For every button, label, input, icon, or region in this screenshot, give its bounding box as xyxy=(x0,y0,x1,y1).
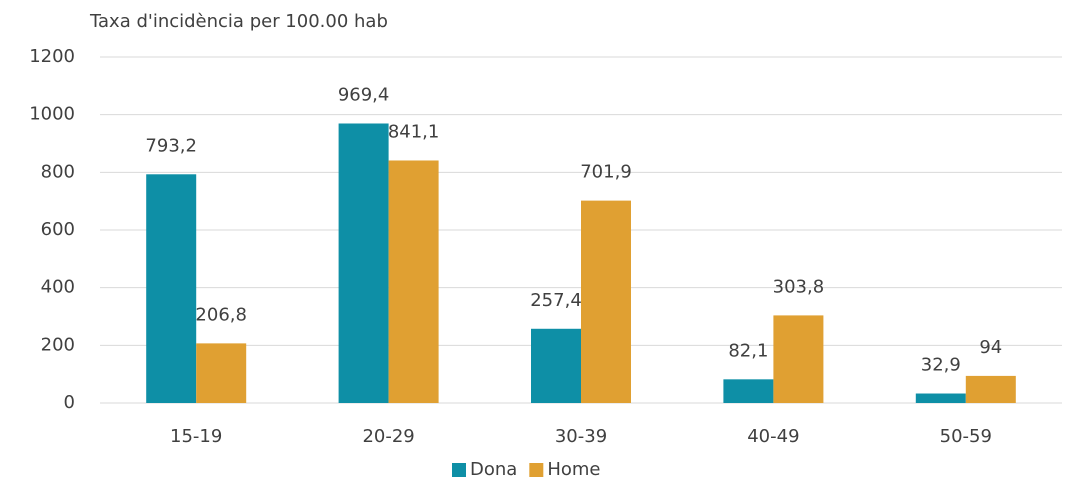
y-tick-label: 0 xyxy=(64,392,75,413)
y-tick-label: 200 xyxy=(41,334,75,355)
y-tick-label: 600 xyxy=(41,219,75,240)
x-tick-label: 30-39 xyxy=(555,426,607,447)
chart-title: Taxa d'incidència per 100.00 hab xyxy=(89,11,388,32)
bar xyxy=(965,375,1016,403)
bar xyxy=(338,123,389,403)
data-label: 969,4 xyxy=(338,84,390,105)
x-tick-label: 20-29 xyxy=(362,426,414,447)
y-tick-label: 800 xyxy=(41,161,75,182)
data-label: 793,2 xyxy=(145,135,197,156)
x-tick-label: 50-59 xyxy=(940,426,992,447)
bar xyxy=(723,379,774,403)
data-label: 303,8 xyxy=(773,276,825,297)
data-label: 257,4 xyxy=(530,290,582,311)
legend-swatch xyxy=(452,463,466,477)
data-label: 206,8 xyxy=(195,304,247,325)
data-label: 841,1 xyxy=(388,121,440,142)
bar xyxy=(196,343,247,403)
bar xyxy=(531,328,581,403)
data-label: 82,1 xyxy=(728,340,768,361)
bar xyxy=(388,160,439,403)
data-label: 32,9 xyxy=(921,355,961,376)
bar xyxy=(581,200,631,403)
bar xyxy=(773,315,824,403)
legend-label: Home xyxy=(547,459,600,480)
y-tick-label: 400 xyxy=(41,277,75,298)
data-label: 94 xyxy=(979,337,1002,358)
legend-swatch xyxy=(529,463,544,477)
bar xyxy=(146,174,197,403)
bar xyxy=(915,393,966,403)
x-tick-label: 15-19 xyxy=(170,426,222,447)
x-tick-label: 40-49 xyxy=(747,426,799,447)
y-tick-label: 1200 xyxy=(29,46,75,67)
legend-label: Dona xyxy=(470,459,517,480)
data-label: 701,9 xyxy=(580,162,632,183)
y-tick-label: 1000 xyxy=(29,104,75,125)
